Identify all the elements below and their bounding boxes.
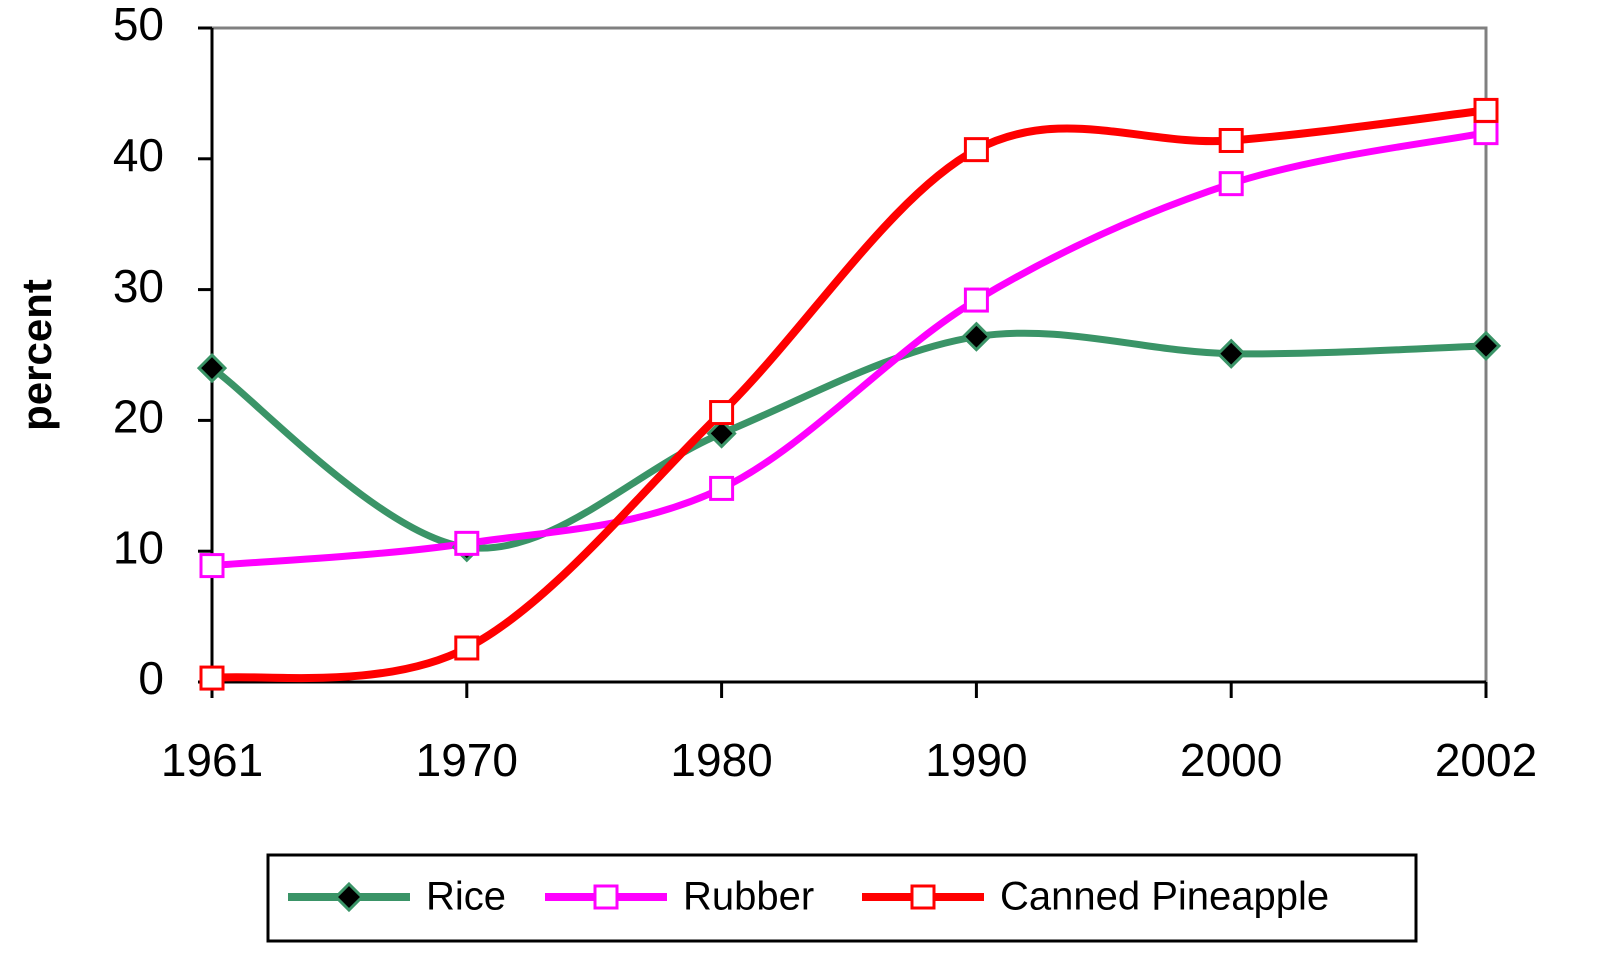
marker [196, 352, 228, 384]
series-line [209, 329, 1487, 552]
marker [333, 881, 365, 913]
y-tick-label: 10 [113, 521, 164, 573]
legend-label: Canned Pineapple [1000, 875, 1329, 919]
y-tick-label: 30 [113, 260, 164, 312]
x-tick-label: 1980 [670, 734, 772, 786]
y-axis-label: percent [13, 279, 60, 431]
y-tick-label: 40 [113, 129, 164, 181]
legend-box [266, 853, 1418, 943]
y-tick-label: 0 [138, 652, 164, 704]
marker [709, 400, 735, 426]
plot-frame [212, 26, 1488, 682]
marker [454, 635, 480, 661]
x-tick-label: 2000 [1180, 734, 1282, 786]
x-tick-label: 1990 [925, 734, 1027, 786]
x-tick-label: 2002 [1435, 734, 1537, 786]
marker [963, 287, 989, 313]
legend-label: Rubber [683, 875, 814, 919]
marker [593, 884, 619, 910]
marker [454, 530, 480, 556]
marker [961, 321, 992, 352]
series-line [211, 129, 1487, 570]
marker [199, 665, 225, 691]
y-tick-label: 20 [113, 391, 164, 443]
marker [709, 475, 735, 501]
marker [1470, 330, 1502, 361]
marker [910, 884, 936, 910]
marker [1473, 97, 1499, 123]
x-tick-label: 1961 [161, 734, 263, 786]
marker [1218, 127, 1244, 153]
marker [1473, 120, 1499, 146]
series-line [211, 106, 1487, 683]
y-tick-label: 50 [113, 0, 164, 50]
marker [706, 418, 737, 449]
legend-label: Rice [426, 875, 506, 919]
marker [199, 553, 225, 579]
x-tick-label: 1970 [416, 734, 518, 786]
marker [963, 137, 989, 163]
marker [1216, 338, 1247, 369]
marker [1218, 171, 1244, 197]
